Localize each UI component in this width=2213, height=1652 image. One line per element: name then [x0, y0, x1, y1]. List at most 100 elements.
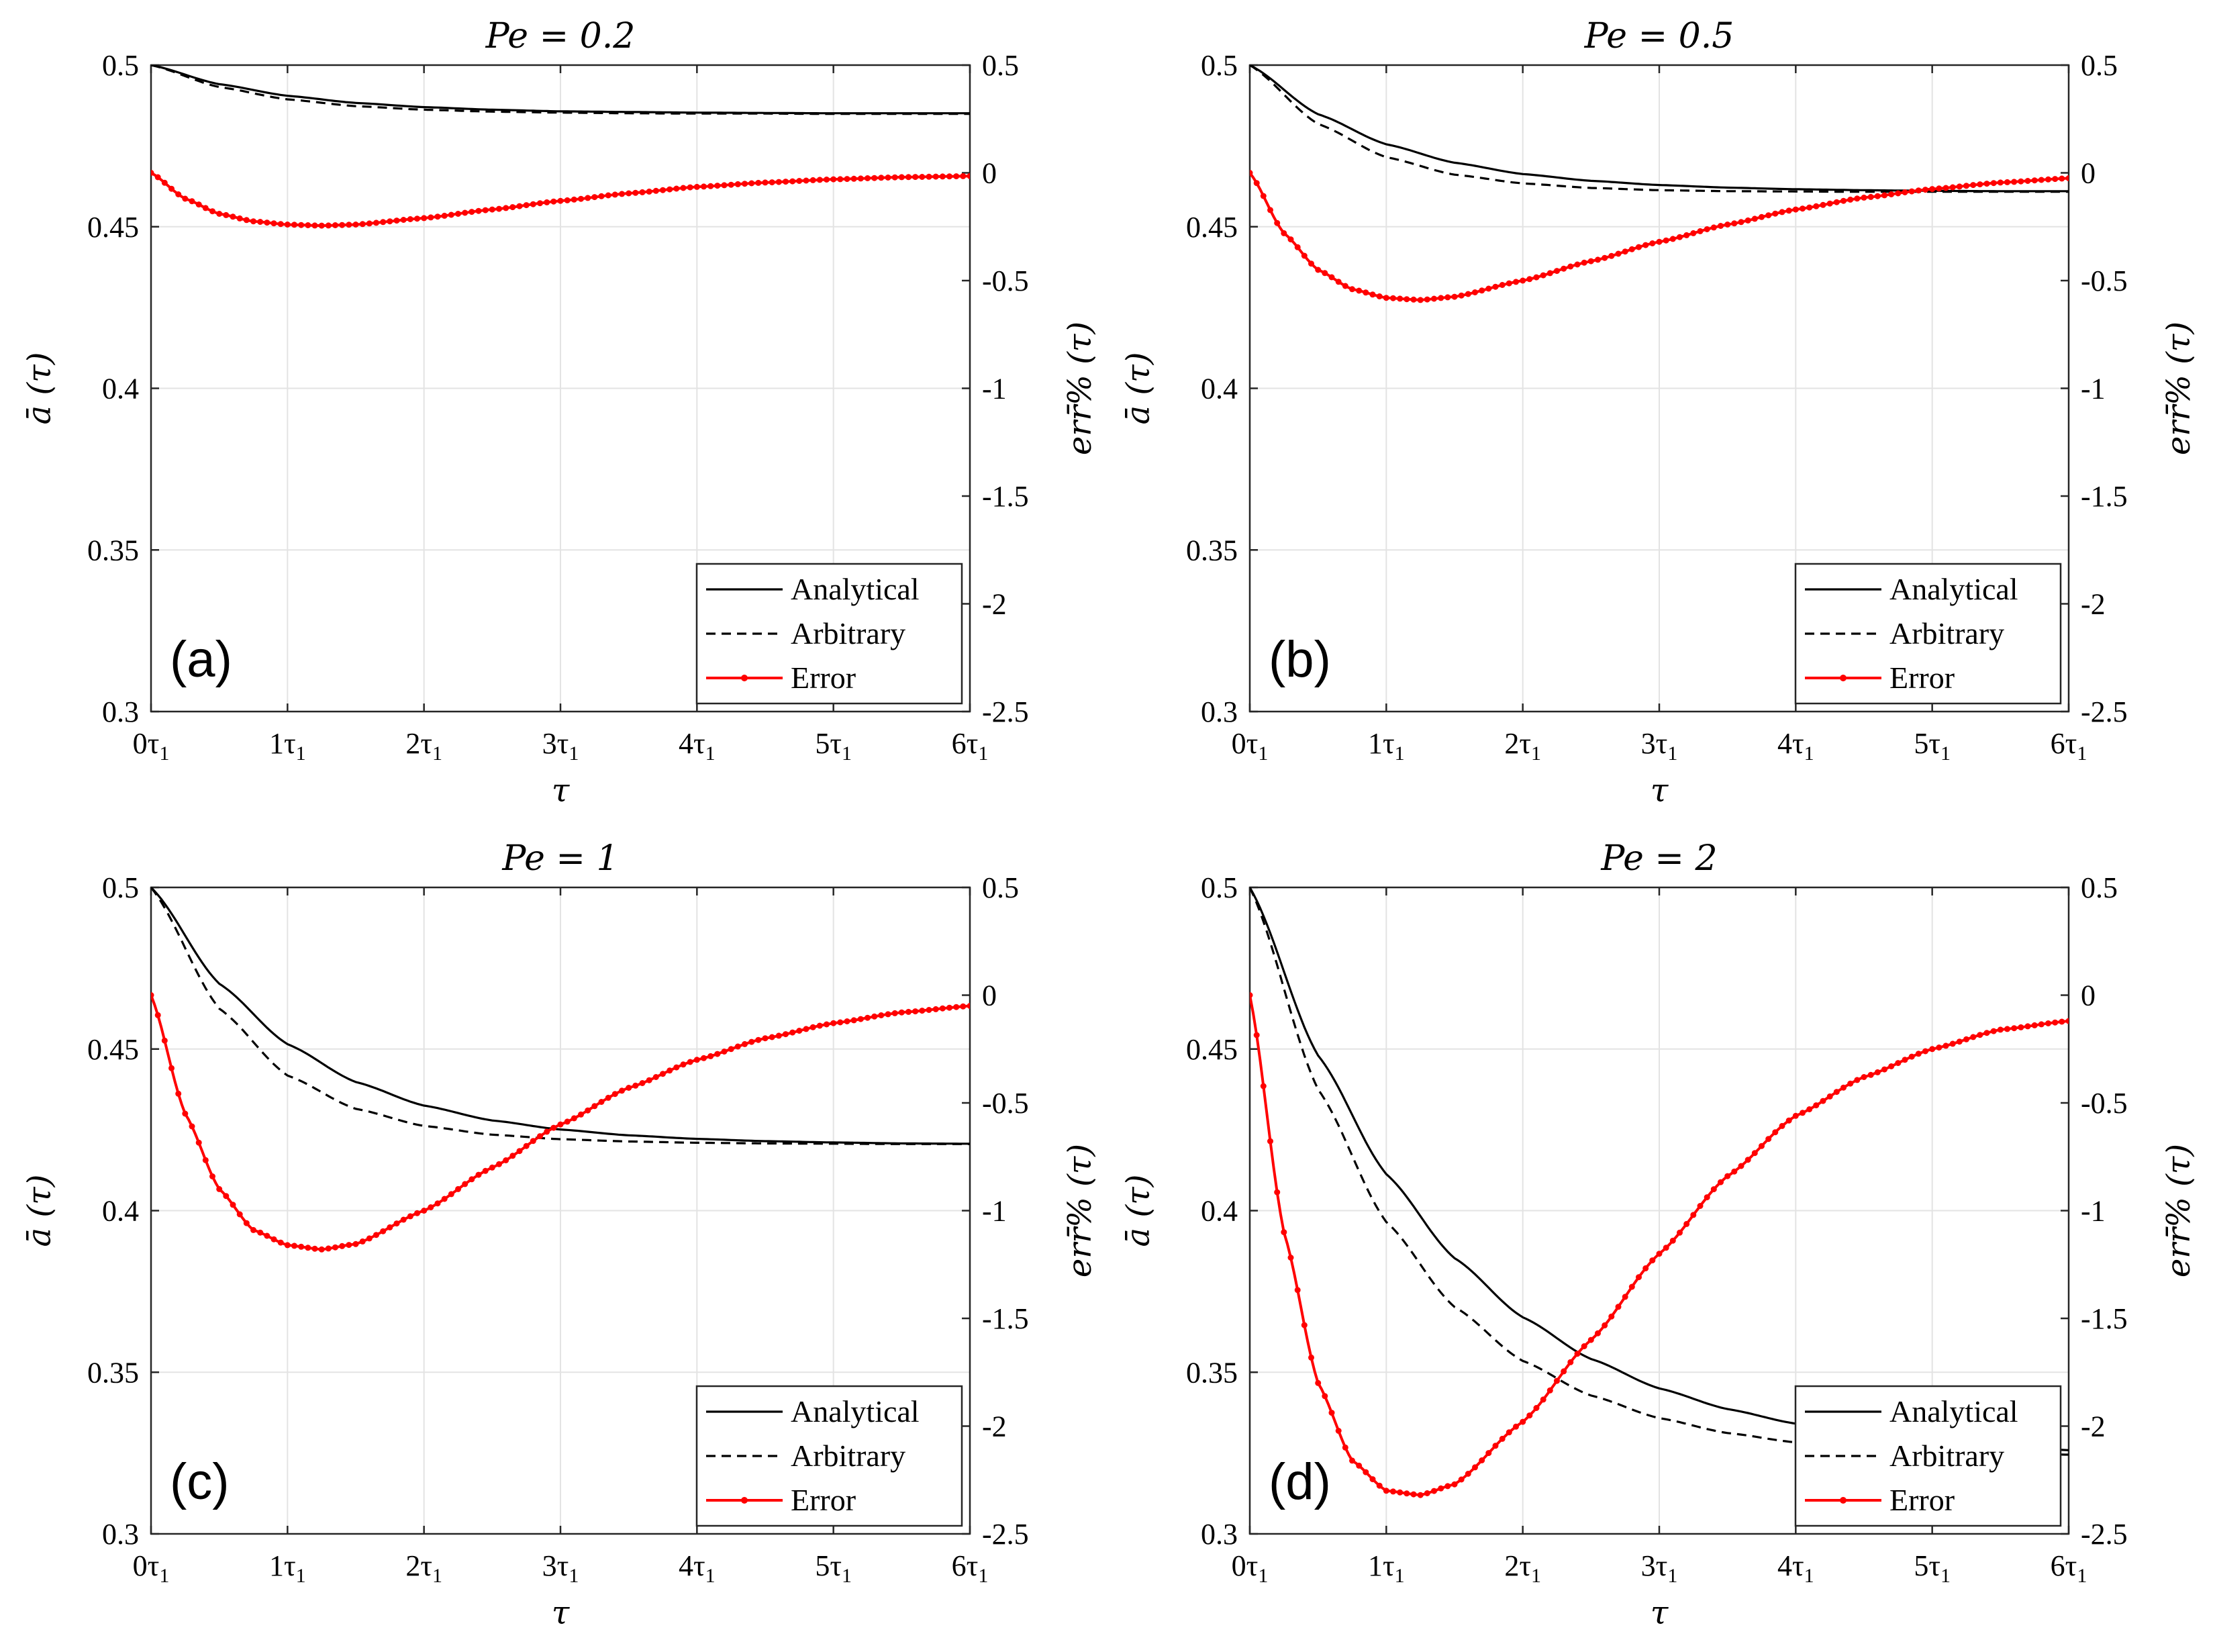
y-left-tick-label: 0.5 [1201, 871, 1238, 904]
series-error-point [1260, 193, 1267, 199]
series-error-point [960, 173, 967, 179]
series-error-point [482, 1167, 489, 1174]
y-left-axis-label: ā (τ) [21, 1175, 58, 1247]
series-error-point [1287, 236, 1294, 243]
series-error-point [1983, 181, 1990, 187]
series-error-point [748, 180, 755, 187]
series-error-point [1444, 294, 1451, 301]
series-error-point [1759, 213, 1765, 220]
series-error-point [393, 217, 400, 224]
series-error-point [489, 1164, 495, 1171]
series-error-point [769, 1034, 775, 1040]
series-error-point [748, 1038, 755, 1045]
series-error-point [1369, 1476, 1376, 1483]
series-error-point [1669, 236, 1676, 242]
series-error-point [871, 1013, 878, 1020]
series-error-point [496, 205, 502, 212]
series-error-point [830, 176, 837, 183]
series-error-point [865, 1014, 871, 1021]
panel-b: 0τ1 1τ1 2τ1 3τ1 4τ1 5τ1 6τ1 0.3 0.35 0.4 0.45 0.5 -2… [1120, 16, 2198, 810]
x-tick-label: 0τ1 [133, 1549, 170, 1587]
x-tick-label: 6τ1 [2051, 727, 2087, 765]
series-error-point [387, 218, 393, 225]
panel-a: 0τ1 1τ1 2τ1 3τ1 4τ1 5τ1 6τ1 0.3 0.35 0.4 0.45 0.5 -2… [21, 16, 1099, 810]
series-error-point [1949, 184, 1956, 191]
series-error-point [373, 220, 379, 226]
series-error-point [816, 177, 823, 183]
chart-title: Pe = 0.5 [1584, 16, 1734, 56]
series-error-point [2045, 1020, 2051, 1026]
x-tick-label: 4τ1 [679, 727, 716, 765]
series-error-point [1404, 296, 1410, 303]
chart-title: Pe = 0.2 [485, 16, 636, 56]
legend-entry-analytical: Analytical [791, 1394, 920, 1428]
series-error-point [1520, 277, 1526, 284]
y-left-tick-label: 0.3 [1201, 695, 1238, 728]
series-error-point [824, 177, 830, 183]
series-error-point [1656, 1251, 1663, 1257]
series-error-point [632, 189, 639, 196]
series-error-point [1854, 195, 1861, 202]
series-error-point [1383, 1488, 1389, 1494]
series-error-point [1888, 1063, 1895, 1069]
series-error-point [1390, 295, 1396, 301]
series-error-point [1915, 1051, 1922, 1057]
series-error-point [585, 1107, 591, 1114]
series-error-point [707, 1053, 714, 1059]
series-error-point [652, 1074, 659, 1080]
series-error-point [236, 1211, 243, 1218]
series-error-point [161, 1037, 168, 1044]
series-error-point [264, 1232, 271, 1239]
y-right-axis-label: err̄% (τ) [2160, 1144, 2198, 1277]
x-tick-label: 3τ1 [1641, 727, 1678, 765]
x-tick-label: 1τ1 [1368, 1549, 1405, 1587]
series-error-point [1669, 1237, 1676, 1244]
series-error-point [1608, 1313, 1615, 1320]
y-left-tick-label: 0.5 [1201, 49, 1238, 82]
series-error-point [2031, 1022, 2038, 1028]
series-error-point [646, 1077, 652, 1083]
series-error-point [1800, 1110, 1806, 1116]
series-error-point [680, 185, 687, 191]
series-error-point [919, 174, 926, 180]
legend-entry-arbitrary: Arbitrary [1889, 1439, 2004, 1473]
series-error-point [1710, 224, 1717, 231]
series-error-point [837, 1019, 844, 1026]
series-error-point [1649, 1257, 1656, 1264]
series-error-point [850, 1017, 857, 1024]
series-error-point [1356, 1462, 1363, 1469]
series-error-point [878, 1012, 885, 1018]
y-left-tick-label: 0.4 [1201, 373, 1238, 405]
series-error-point [380, 1228, 387, 1234]
series-error-point [1636, 244, 1642, 250]
x-tick-label: 5τ1 [815, 727, 852, 765]
series-error-point [1335, 279, 1342, 285]
series-error-point [1697, 1203, 1704, 1209]
series-error-point [1628, 1283, 1635, 1290]
series-error-point [151, 170, 154, 176]
series-error-point [202, 1157, 209, 1163]
series-error-point [742, 181, 748, 187]
series-error-point [1465, 1471, 1471, 1477]
series-error-point [1929, 186, 1936, 193]
series-error-point [1908, 188, 1915, 195]
series-error-point [373, 1232, 379, 1238]
series-error-point [816, 1022, 823, 1029]
series-error-point [1431, 295, 1437, 302]
series-error-point [926, 1007, 932, 1013]
y-right-tick-label: -2 [982, 588, 1007, 621]
y-right-tick-label: 0 [982, 979, 997, 1012]
series-error-point [182, 195, 189, 202]
y-right-tick-label: -2.5 [2081, 695, 2128, 728]
series-error-point [1554, 1377, 1560, 1384]
series-error-point [1847, 196, 1854, 203]
series-error-point [1349, 1457, 1355, 1464]
series-error-point [1929, 1046, 1936, 1053]
series-error-point [1622, 248, 1628, 255]
series-error-point [455, 1185, 461, 1192]
series-error-point [1485, 285, 1492, 292]
series-error-point [359, 1238, 366, 1245]
series-error-point [352, 222, 359, 228]
series-error-point [428, 214, 434, 221]
y-right-tick-label: -2 [982, 1410, 1007, 1443]
